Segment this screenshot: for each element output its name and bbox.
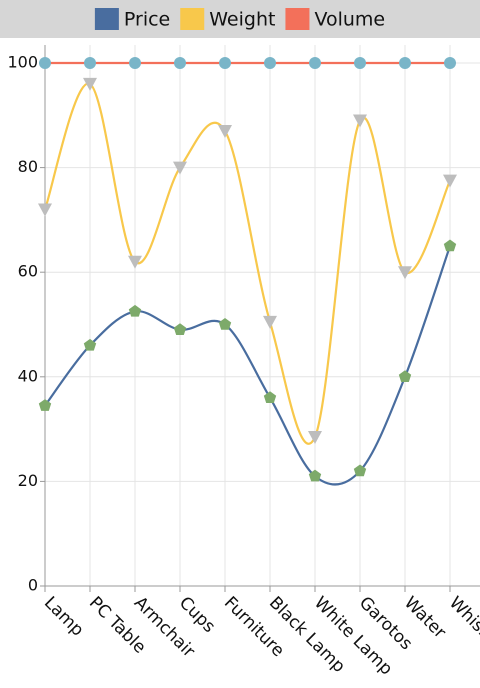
point (308, 430, 322, 444)
legend-swatch (285, 8, 310, 30)
legend-label: Weight (209, 9, 275, 31)
point (308, 469, 322, 482)
series-line (43, 82, 451, 445)
point (309, 57, 321, 69)
point (443, 174, 457, 188)
series-line (44, 245, 452, 486)
point (218, 124, 232, 138)
point (173, 161, 187, 175)
point (128, 304, 142, 317)
point (353, 114, 367, 128)
point (264, 57, 276, 69)
legend-label: Price (124, 9, 170, 31)
y-tick-label: 100 (7, 53, 38, 72)
point (354, 57, 366, 69)
point (218, 318, 232, 330)
point (38, 399, 52, 411)
point (84, 57, 96, 69)
point (398, 370, 412, 383)
point (38, 203, 52, 217)
point (399, 57, 411, 69)
legend-bar (0, 0, 480, 38)
y-tick-label: 60 (18, 262, 38, 281)
y-tick-label: 40 (18, 366, 38, 385)
y-tick-label: 20 (18, 471, 38, 490)
legend-swatch (94, 8, 119, 30)
point (263, 391, 277, 403)
point (219, 57, 231, 69)
legend: Price Weight Volume (94, 8, 385, 31)
point (173, 323, 187, 335)
point (174, 57, 186, 69)
point (263, 315, 277, 329)
legend-swatch (180, 8, 205, 30)
x-tick-label: Whisky (445, 593, 480, 650)
point (83, 338, 97, 351)
point (129, 57, 141, 69)
point (398, 266, 412, 280)
x-tick-label: Lamp (40, 593, 88, 641)
point (83, 77, 97, 91)
legend-label: Volume (314, 9, 385, 31)
point (443, 239, 457, 252)
point (353, 464, 367, 477)
y-tick-label: 0 (28, 576, 38, 595)
y-tick-label: 80 (18, 157, 38, 176)
point (39, 57, 51, 69)
point (128, 255, 142, 269)
point (444, 57, 456, 69)
